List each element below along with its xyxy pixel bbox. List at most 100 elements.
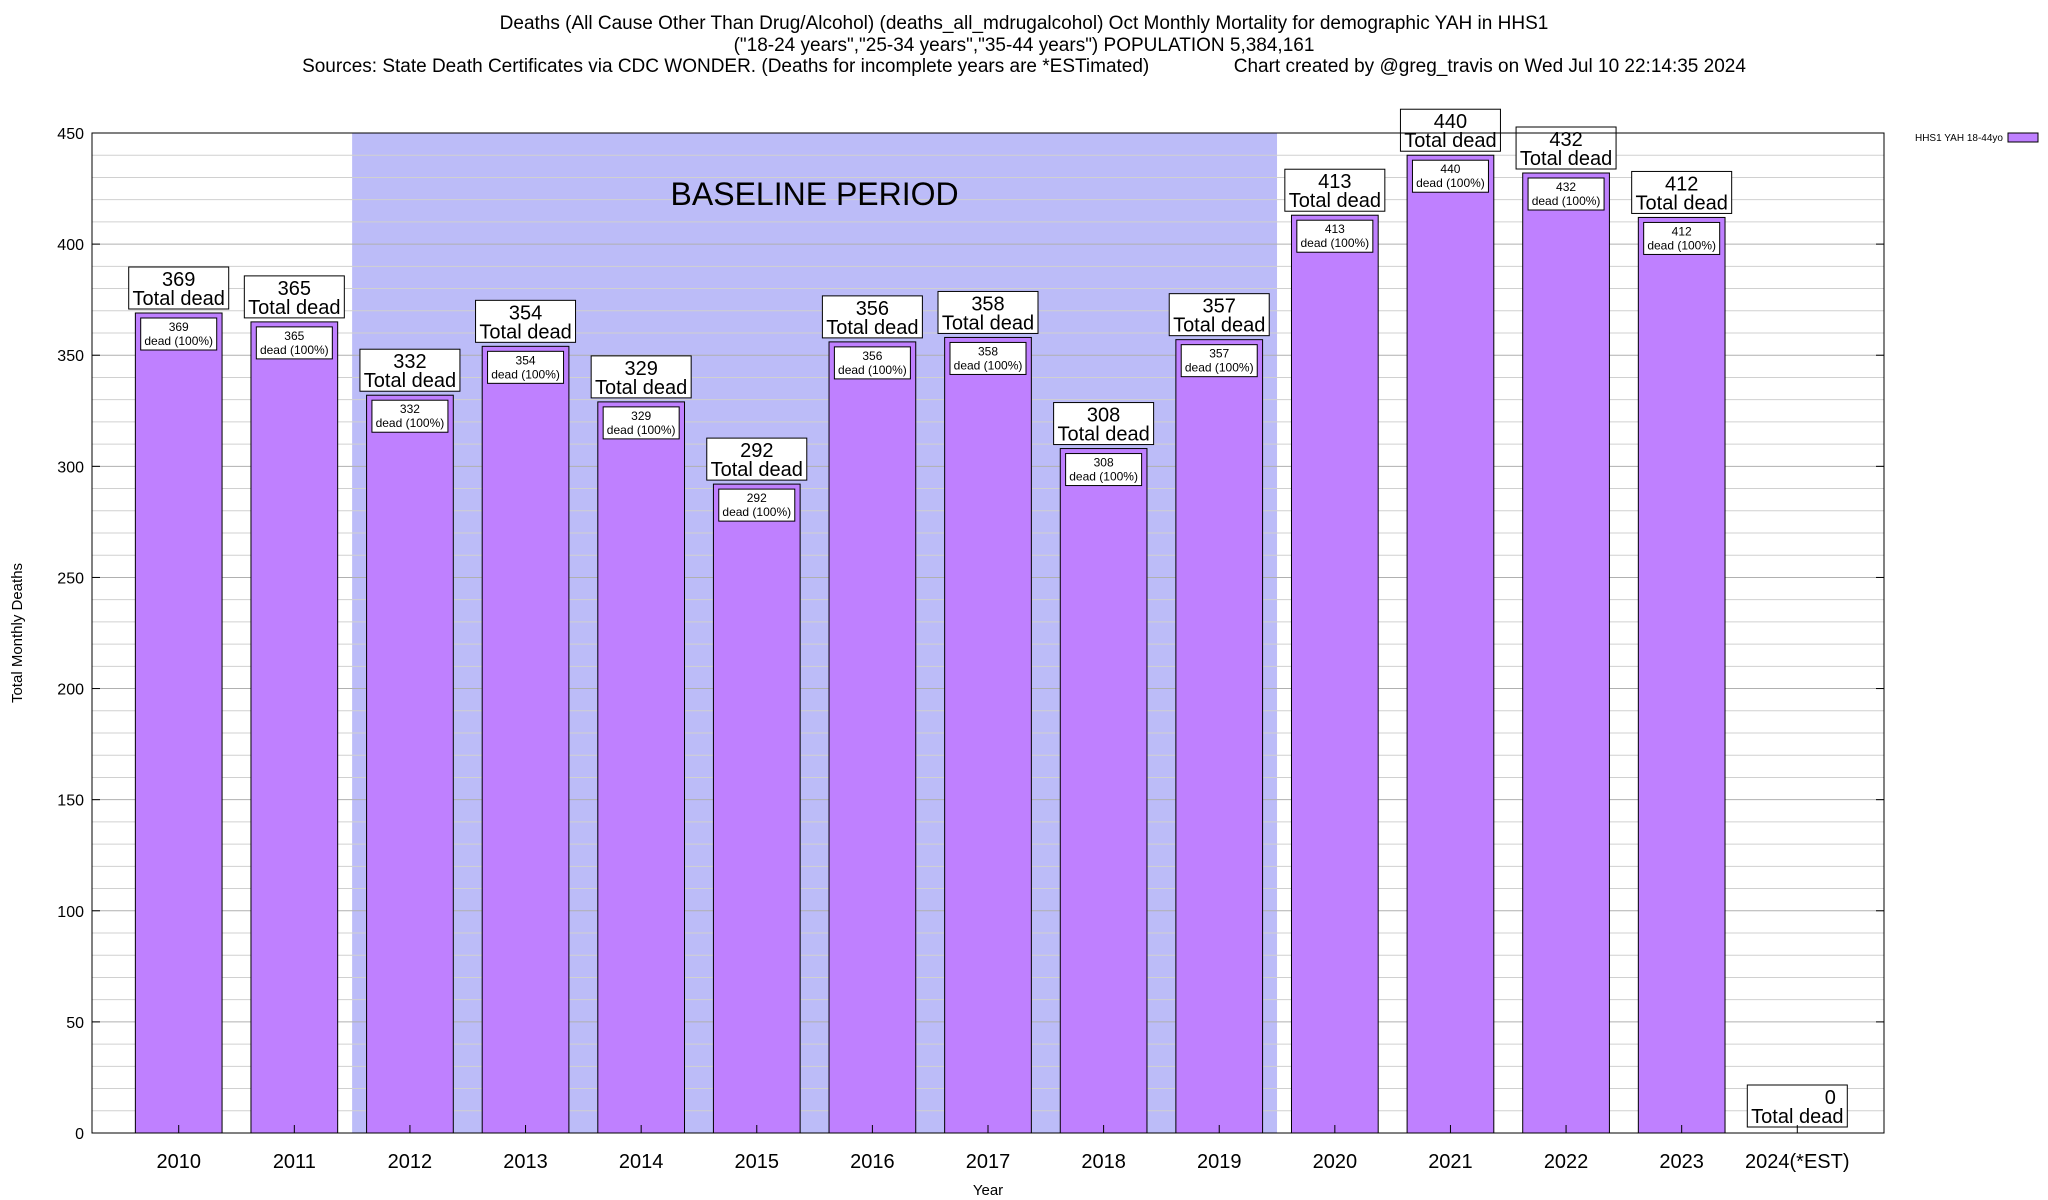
bar [1290, 214, 1379, 1134]
bar-inner-value-label: 329 [631, 409, 651, 423]
bar-total-dead-label: Total dead [1520, 148, 1612, 170]
bar-total-dead-label: Total dead [942, 312, 1034, 334]
x-tick-label: 2023 [1659, 1151, 1704, 1173]
bar-inner-value-label: 308 [1094, 456, 1114, 470]
bar-inner-dead-label: dead (100%) [607, 423, 676, 437]
bar-inner-label-box [1180, 344, 1258, 378]
bar-total-dead-label: Total dead [479, 321, 571, 343]
x-tick-label: 2013 [503, 1151, 548, 1173]
x-tick-label: 2015 [735, 1151, 780, 1173]
bar-inner-dead-label: dead (100%) [1532, 194, 1601, 208]
bar-inner-dead-label: dead (100%) [954, 358, 1023, 372]
bar-total-label-box [1631, 170, 1733, 214]
bar [597, 401, 686, 1134]
bar-total-value-label: 413 [1318, 171, 1351, 193]
bar-inner-dead-label: dead (100%) [1185, 361, 1254, 375]
bar-inner-value-label: 356 [862, 349, 882, 363]
bar-total-dead-label: Total dead [1173, 315, 1265, 337]
bar [1059, 448, 1148, 1134]
bar-inner-value-label: 412 [1672, 224, 1692, 238]
bar-inner-dead-label: dead (100%) [491, 367, 560, 381]
bar-total-dead-label: Total dead [248, 297, 340, 319]
bar-inner-label-box [371, 399, 449, 433]
bar-inner-label-box [1065, 453, 1143, 487]
bar-total-value-label: 357 [1203, 296, 1236, 318]
bar [828, 341, 917, 1134]
bar-inner-dead-label: dead (100%) [260, 343, 329, 357]
bar-total-value-label: 332 [393, 351, 426, 373]
chart-subtitle: ("18-24 years","25-34 years","35-44 year… [733, 35, 1315, 56]
bar-inner-dead-label: dead (100%) [144, 334, 213, 348]
bar-inner-label-box [1527, 177, 1605, 211]
bar [1175, 339, 1264, 1134]
bar-total-value-label: 412 [1665, 173, 1698, 195]
bar [1522, 172, 1610, 1134]
bar-total-dead-label: Total dead [1636, 192, 1728, 214]
bar-inner-value-label: 432 [1556, 180, 1576, 194]
bar-total-dead-label: Total dead [711, 459, 803, 481]
x-tick-label: 2021 [1428, 1151, 1473, 1173]
x-tick-label: 2010 [156, 1151, 201, 1173]
bar-inner-dead-label: dead (100%) [722, 505, 791, 519]
bar-total-value-label: 354 [509, 302, 542, 324]
bar-inner-dead-label: dead (100%) [838, 363, 907, 377]
x-tick-label: 2022 [1544, 1151, 1589, 1173]
x-tick-label: 2012 [388, 1151, 433, 1173]
bar-total-value-label: 292 [740, 440, 773, 462]
x-tick-label: 2024(*EST) [1745, 1151, 1850, 1173]
bar-inner-dead-label: dead (100%) [1647, 238, 1716, 252]
bar-inner-value-label: 332 [400, 402, 420, 416]
bar-inner-label-box [602, 406, 680, 440]
y-tick-label: 250 [57, 570, 84, 587]
bar-total-label-box [475, 299, 577, 343]
bar-total-dead-label: Total dead [133, 288, 225, 310]
bar [134, 312, 223, 1134]
bar-total-label-box [590, 355, 692, 399]
bar-total-value-label: 440 [1434, 111, 1467, 133]
bar [944, 336, 1032, 1134]
bar-inner-label-box [140, 317, 218, 351]
bar-total-dead-label: Total dead [826, 317, 918, 339]
bar-total-label-box [1284, 168, 1386, 212]
bar-inner-value-label: 369 [169, 320, 189, 334]
bar-total-label-box [1053, 402, 1155, 446]
y-tick-label: 350 [57, 348, 84, 365]
legend-label: HHS1 YAH 18-44yo [1915, 133, 2003, 144]
bar-total-value-label: 358 [971, 293, 1004, 315]
bar-total-dead-label: Total dead [364, 370, 456, 392]
bar [712, 483, 801, 1134]
y-tick-label: 150 [57, 793, 84, 810]
bar-total-dead-label: Total dead [1404, 130, 1496, 152]
baseline-period-label: BASELINE PERIOD [671, 176, 959, 212]
bar-inner-label-box [1411, 159, 1489, 193]
bar-inner-value-label: 354 [516, 353, 536, 367]
bar [481, 345, 570, 1134]
bar-inner-label-box [255, 326, 333, 360]
bar [366, 394, 454, 1134]
bar-inner-dead-label: dead (100%) [376, 416, 445, 430]
bar [1406, 154, 1495, 1134]
x-tick-label: 2017 [966, 1151, 1011, 1173]
chart-title: Deaths (All Cause Other Than Drug/Alcoho… [499, 13, 1549, 34]
y-tick-label: 200 [57, 682, 84, 699]
y-tick-label: 100 [57, 904, 84, 921]
x-tick-label: 2014 [619, 1151, 664, 1173]
x-tick-label: 2018 [1081, 1151, 1126, 1173]
chart-source-line: Sources: State Death Certificates via CD… [302, 56, 1746, 77]
bar-total-dead-label: Total dead [1057, 424, 1149, 446]
bar [250, 321, 339, 1134]
y-tick-label: 50 [66, 1015, 84, 1032]
y-axis-label: Total Monthly Deaths [9, 563, 26, 703]
bar-inner-value-label: 413 [1325, 222, 1345, 236]
bar-total-label-box [128, 266, 230, 310]
x-tick-label: 2011 [273, 1151, 316, 1173]
bar-total-label-box [1168, 293, 1270, 337]
bar-inner-dead-label: dead (100%) [1300, 236, 1369, 250]
bar-total-value-label: 356 [856, 298, 889, 320]
bar-total-value-label: 432 [1549, 129, 1582, 151]
bar-total-label-box [1515, 126, 1617, 170]
bar-total-value-label: 329 [624, 358, 657, 380]
bar-inner-value-label: 365 [284, 329, 304, 343]
bar-inner-dead-label: dead (100%) [1069, 470, 1138, 484]
bar-total-label-box [706, 437, 808, 481]
